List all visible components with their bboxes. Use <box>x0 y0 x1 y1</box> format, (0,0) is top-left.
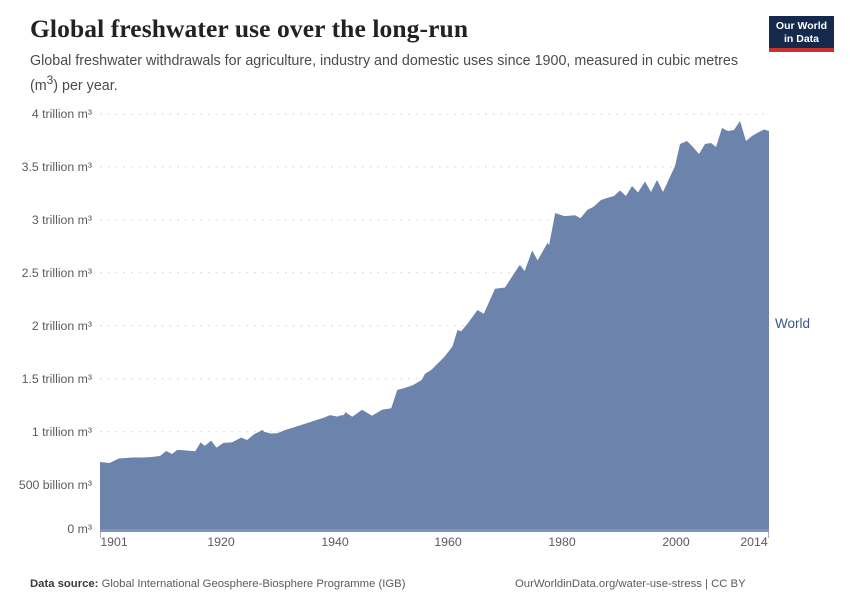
svg-text:2 trillion m³: 2 trillion m³ <box>32 319 92 333</box>
svg-text:2014: 2014 <box>740 535 768 549</box>
svg-text:3.5 trillion m³: 3.5 trillion m³ <box>22 160 92 174</box>
svg-text:1901: 1901 <box>100 535 128 549</box>
svg-text:1 trillion m³: 1 trillion m³ <box>32 425 92 439</box>
svg-text:1980: 1980 <box>548 535 576 549</box>
svg-text:1.5 trillion m³: 1.5 trillion m³ <box>22 372 92 386</box>
svg-text:1920: 1920 <box>207 535 235 549</box>
svg-text:3 trillion m³: 3 trillion m³ <box>32 213 92 227</box>
svg-text:500 billion m³: 500 billion m³ <box>19 478 92 492</box>
svg-text:2000: 2000 <box>662 535 690 549</box>
svg-text:2.5 trillion m³: 2.5 trillion m³ <box>22 266 92 280</box>
svg-text:World: World <box>775 316 810 331</box>
svg-text:4 trillion m³: 4 trillion m³ <box>32 107 92 121</box>
svg-text:1940: 1940 <box>321 535 349 549</box>
svg-text:1960: 1960 <box>434 535 462 549</box>
svg-text:0 m³: 0 m³ <box>67 522 92 536</box>
